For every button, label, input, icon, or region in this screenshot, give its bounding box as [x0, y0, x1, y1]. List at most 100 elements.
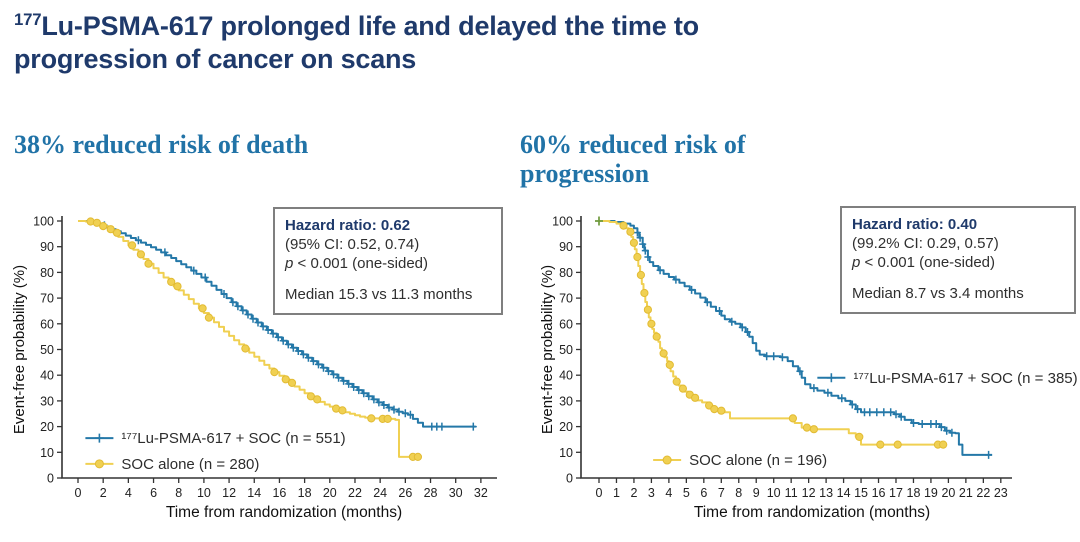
- x-tick-label: 20: [323, 486, 337, 500]
- censor-plus-icon: [161, 248, 169, 257]
- x-tick-label: 4: [665, 486, 672, 500]
- censor-plus-icon: [656, 266, 664, 275]
- x-axis-label: Time from randomization (months): [694, 504, 930, 521]
- censor-plus-icon: [320, 363, 327, 372]
- p-symbol: p: [285, 255, 294, 273]
- legend-plus-icon: [94, 433, 104, 443]
- x-tick-label: 21: [959, 486, 973, 500]
- median-comparison: Median 8.7 vs 3.4 months: [852, 284, 1024, 302]
- x-tick-label: 10: [767, 486, 781, 500]
- censor-plus-icon: [838, 394, 846, 403]
- censor-plus-icon: [385, 403, 393, 412]
- censor-circle-icon: [167, 277, 176, 287]
- x-tick-label: 17: [889, 486, 903, 500]
- x-tick-label: 28: [424, 486, 438, 500]
- censor-plus-icon: [633, 228, 641, 237]
- censor-plus-icon: [948, 428, 956, 437]
- y-tick-label: 100: [33, 215, 54, 229]
- censor-circle-icon: [313, 395, 322, 404]
- legend-label-psma: ¹⁷⁷Lu-PSMA-617 + SOC (n = 385): [853, 370, 1077, 387]
- x-tick-label: 6: [150, 486, 157, 500]
- censor-plus-icon: [985, 450, 993, 459]
- x-tick-label: 16: [872, 486, 886, 500]
- censor-plus-icon: [848, 400, 856, 409]
- hazard-ratio-box-progression: Hazard ratio: 0.40 (99.2% CI: 0.29, 0.57…: [840, 206, 1076, 314]
- censor-plus-icon: [770, 352, 778, 361]
- censor-plus-icon: [873, 408, 881, 417]
- censor-plus-icon: [910, 419, 917, 427]
- censor-plus-icon: [304, 353, 312, 362]
- y-tick-label: 50: [559, 343, 573, 357]
- censor-circle-icon: [876, 440, 885, 449]
- censor-plus-icon: [201, 273, 209, 282]
- p-value-text: < 0.001 (one-sided): [860, 254, 996, 272]
- censor-circle-icon: [338, 406, 347, 415]
- censor-circle-icon: [198, 304, 207, 313]
- censor-plus-icon: [355, 386, 363, 395]
- censor-circle-icon: [270, 368, 279, 377]
- censor-circle-icon: [672, 377, 681, 386]
- x-tick-label: 14: [247, 486, 261, 500]
- x-tick-label: 32: [474, 486, 488, 500]
- censor-plus-icon: [854, 405, 862, 414]
- censor-plus-icon: [778, 353, 786, 362]
- p-value: p < 0.001 (one-sided): [852, 253, 1064, 272]
- censor-plus-icon: [943, 426, 951, 435]
- y-tick-label: 30: [559, 394, 573, 408]
- panel-heading-progression: 60% reduced risk of progression: [520, 130, 746, 189]
- censor-plus-icon: [406, 410, 414, 419]
- x-tick-label: 0: [75, 486, 82, 500]
- km-curve-soc: [599, 220, 947, 446]
- censor-plus-icon: [264, 326, 272, 334]
- x-tick-label: 3: [648, 486, 655, 500]
- censor-circle-icon: [893, 440, 902, 449]
- y-tick-label: 0: [566, 472, 573, 486]
- x-tick-label: 5: [683, 486, 690, 500]
- y-tick-label: 50: [40, 343, 54, 357]
- censor-plus-icon: [239, 306, 247, 315]
- p-symbol: p: [852, 254, 861, 272]
- legend-plus-icon: [826, 373, 836, 383]
- censor-plus-icon: [249, 314, 257, 323]
- censor-circle-icon: [367, 414, 376, 423]
- censor-circle-icon: [204, 313, 213, 322]
- censor-plus-icon: [438, 422, 446, 431]
- x-tick-label: 23: [994, 486, 1008, 500]
- censor-plus-icon: [284, 340, 292, 349]
- censor-circle-icon: [306, 392, 315, 401]
- legend-label-soc: SOC alone (n = 280): [121, 456, 259, 473]
- censor-plus-icon: [190, 266, 198, 275]
- slide-title: 177Lu-PSMA-617 prolonged life and delaye…: [14, 10, 814, 76]
- y-tick-label: 60: [559, 317, 573, 331]
- x-tick-label: 12: [222, 486, 236, 500]
- censor-circle-icon: [106, 225, 115, 234]
- censor-circle-icon: [619, 221, 628, 230]
- censor-plus-icon: [380, 401, 388, 409]
- censor-plus-icon: [294, 347, 302, 355]
- x-tick-label: 8: [175, 486, 182, 500]
- legend-circle-icon: [662, 455, 672, 465]
- y-tick-label: 80: [40, 266, 54, 280]
- y-tick-label: 20: [559, 420, 573, 434]
- censor-plus-icon: [672, 275, 680, 284]
- km-curve-psma: [599, 220, 993, 456]
- censor-plus-icon: [932, 420, 940, 428]
- censor-plus-icon: [644, 253, 652, 261]
- censor-plus-icon: [325, 367, 332, 376]
- y-tick-label: 0: [47, 472, 54, 486]
- x-tick-label: 13: [819, 486, 833, 500]
- legend-circle-icon: [94, 459, 104, 469]
- censor-plus-icon: [330, 370, 338, 379]
- y-axis-label: Event-free probability (%): [11, 265, 28, 434]
- censor-plus-icon: [229, 298, 237, 307]
- censor-circle-icon: [413, 452, 422, 461]
- censor-plus-icon: [937, 423, 945, 432]
- x-tick-label: 11: [785, 486, 798, 500]
- y-tick-label: 90: [559, 240, 573, 254]
- censor-plus-icon: [390, 405, 398, 414]
- panel-heading-survival: 38% reduced risk of death: [14, 130, 309, 159]
- x-tick-label: 18: [907, 486, 921, 500]
- censor-plus-icon: [636, 233, 644, 242]
